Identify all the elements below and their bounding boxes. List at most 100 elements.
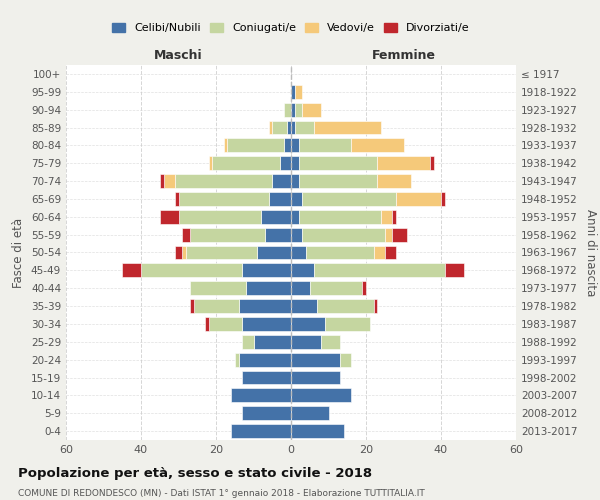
Bar bbox=[385, 246, 396, 260]
Bar bbox=[314, 264, 445, 278]
Bar bbox=[190, 281, 246, 295]
Bar bbox=[242, 370, 291, 384]
Bar bbox=[377, 174, 411, 188]
Bar bbox=[175, 174, 272, 188]
Bar bbox=[302, 102, 321, 117]
Bar bbox=[122, 264, 141, 278]
Y-axis label: Fasce di età: Fasce di età bbox=[13, 218, 25, 288]
Bar bbox=[291, 85, 295, 99]
Bar bbox=[291, 317, 325, 331]
Bar bbox=[186, 246, 257, 260]
Bar bbox=[291, 246, 306, 260]
Bar bbox=[362, 281, 366, 295]
Bar bbox=[254, 335, 291, 349]
Bar bbox=[299, 156, 377, 170]
Bar bbox=[299, 138, 351, 152]
Bar bbox=[291, 228, 302, 241]
Bar bbox=[231, 388, 291, 402]
Bar bbox=[291, 281, 310, 295]
Bar bbox=[291, 335, 321, 349]
Bar bbox=[291, 120, 295, 134]
Bar bbox=[280, 156, 291, 170]
Bar bbox=[392, 228, 407, 241]
Bar bbox=[306, 246, 373, 260]
Bar bbox=[291, 352, 340, 366]
Text: Maschi: Maschi bbox=[154, 50, 203, 62]
Bar bbox=[430, 156, 433, 170]
Bar bbox=[205, 317, 209, 331]
Bar bbox=[242, 317, 291, 331]
Bar bbox=[160, 210, 179, 224]
Bar bbox=[441, 192, 445, 206]
Bar bbox=[321, 335, 340, 349]
Bar bbox=[223, 138, 227, 152]
Bar bbox=[272, 174, 291, 188]
Bar bbox=[239, 299, 291, 313]
Bar bbox=[295, 85, 302, 99]
Bar bbox=[193, 299, 239, 313]
Bar bbox=[261, 210, 291, 224]
Bar bbox=[291, 102, 295, 117]
Bar bbox=[227, 138, 284, 152]
Bar bbox=[317, 299, 373, 313]
Bar bbox=[381, 210, 392, 224]
Bar bbox=[257, 246, 291, 260]
Bar bbox=[175, 192, 179, 206]
Bar bbox=[269, 120, 272, 134]
Bar bbox=[246, 281, 291, 295]
Bar bbox=[325, 317, 370, 331]
Text: Femmine: Femmine bbox=[371, 50, 436, 62]
Bar bbox=[377, 156, 430, 170]
Bar bbox=[239, 352, 291, 366]
Bar bbox=[340, 352, 351, 366]
Bar bbox=[299, 174, 377, 188]
Bar bbox=[373, 299, 377, 313]
Bar bbox=[190, 228, 265, 241]
Bar bbox=[284, 138, 291, 152]
Bar bbox=[163, 174, 175, 188]
Bar bbox=[160, 174, 163, 188]
Bar bbox=[291, 156, 299, 170]
Bar bbox=[182, 246, 186, 260]
Bar bbox=[373, 246, 385, 260]
Bar bbox=[190, 299, 193, 313]
Bar bbox=[209, 156, 212, 170]
Bar bbox=[310, 281, 362, 295]
Bar bbox=[242, 406, 291, 420]
Legend: Celibi/Nubili, Coniugati/e, Vedovi/e, Divorziati/e: Celibi/Nubili, Coniugati/e, Vedovi/e, Di… bbox=[108, 18, 474, 38]
Bar bbox=[385, 228, 392, 241]
Bar bbox=[182, 228, 190, 241]
Bar bbox=[209, 317, 242, 331]
Bar bbox=[314, 120, 381, 134]
Bar bbox=[392, 210, 396, 224]
Bar bbox=[291, 388, 351, 402]
Bar bbox=[396, 192, 441, 206]
Bar bbox=[291, 299, 317, 313]
Bar bbox=[291, 406, 329, 420]
Bar bbox=[291, 424, 343, 438]
Bar bbox=[141, 264, 242, 278]
Bar bbox=[291, 210, 299, 224]
Bar bbox=[272, 120, 287, 134]
Bar bbox=[351, 138, 404, 152]
Bar bbox=[302, 192, 396, 206]
Y-axis label: Anni di nascita: Anni di nascita bbox=[584, 209, 597, 296]
Bar bbox=[179, 192, 269, 206]
Bar bbox=[265, 228, 291, 241]
Bar bbox=[302, 228, 385, 241]
Bar bbox=[179, 210, 261, 224]
Bar bbox=[299, 210, 381, 224]
Bar bbox=[231, 424, 291, 438]
Bar bbox=[295, 102, 302, 117]
Bar bbox=[291, 174, 299, 188]
Bar bbox=[242, 264, 291, 278]
Bar bbox=[291, 192, 302, 206]
Text: COMUNE DI REDONDESCO (MN) - Dati ISTAT 1° gennaio 2018 - Elaborazione TUTTITALIA: COMUNE DI REDONDESCO (MN) - Dati ISTAT 1… bbox=[18, 489, 425, 498]
Bar bbox=[175, 246, 182, 260]
Bar bbox=[284, 102, 291, 117]
Bar bbox=[291, 138, 299, 152]
Bar bbox=[291, 370, 340, 384]
Bar bbox=[242, 335, 254, 349]
Bar bbox=[445, 264, 464, 278]
Text: Popolazione per età, sesso e stato civile - 2018: Popolazione per età, sesso e stato civil… bbox=[18, 468, 372, 480]
